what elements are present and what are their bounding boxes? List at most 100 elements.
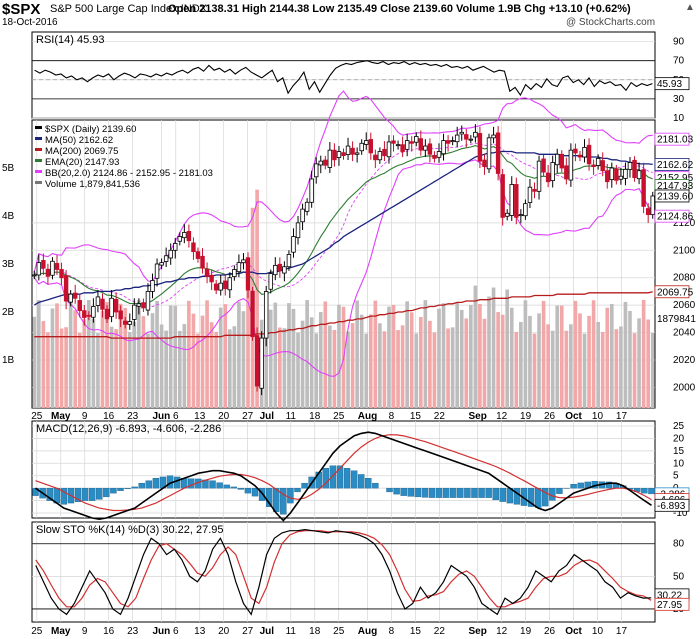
candle-body: [336, 151, 342, 158]
rsi-tick-label: 70: [673, 56, 685, 67]
x-tick-label-bottom: 19: [520, 626, 532, 637]
x-tick-label: 8: [389, 411, 395, 422]
candle-body: [623, 168, 628, 179]
index-name: S&P 500 Large Cap Index INDX: [50, 3, 207, 15]
x-tick-label: Jul: [260, 411, 275, 422]
macd-histogram-bar: [230, 486, 237, 489]
volume-bar: [641, 300, 646, 408]
macd-histogram-bar: [357, 474, 365, 489]
x-tick-label-bottom: 9: [82, 626, 88, 637]
candle-body: [100, 298, 105, 310]
candle-body: [345, 145, 351, 155]
volume-bar: [246, 275, 250, 408]
volume-bar: [423, 300, 428, 408]
candle-body: [500, 174, 505, 218]
volume-bar: [528, 315, 532, 408]
price-tag: 2147.93: [657, 181, 694, 192]
macd-histogram-bar: [570, 483, 577, 489]
candle-body: [482, 159, 487, 168]
x-tick-label-bottom: 11: [286, 626, 297, 637]
watermark: @ StockCharts.com: [566, 17, 656, 28]
scroll-up-icon[interactable]: ▲: [685, 2, 695, 13]
volume-bar: [596, 321, 600, 408]
macd-histogram-bar: [294, 487, 301, 493]
candle-body: [118, 310, 123, 320]
volume-bar: [368, 314, 373, 408]
macd-histogram-bar: [209, 480, 216, 489]
volume-bar: [582, 333, 587, 408]
candle-body: [168, 249, 173, 259]
candle-body: [586, 144, 592, 165]
price-tick-label: 2060: [673, 300, 696, 311]
candle-body: [286, 253, 292, 268]
volume-bar: [68, 302, 73, 408]
candle-body: [54, 263, 60, 270]
candle-body: [618, 175, 624, 180]
volume-bar: [332, 329, 337, 408]
rsi-last-tag: 45.93: [657, 79, 682, 90]
volume-bar: [232, 326, 237, 408]
legend-swatch: [35, 159, 42, 162]
exchange-text: INDX: [180, 3, 207, 15]
macd-histogram-bar: [350, 470, 358, 489]
volume-bar: [614, 329, 619, 408]
candle-body: [550, 162, 555, 182]
candle-body: [354, 152, 360, 155]
x-tick-label: 10: [592, 411, 604, 422]
macd-histogram-bar: [110, 487, 117, 494]
macd-histogram-bar: [74, 487, 82, 503]
candle-body: [473, 131, 478, 138]
candle-body: [132, 304, 137, 320]
macd-histogram-bar: [648, 487, 655, 495]
macd-histogram-bar: [400, 487, 407, 496]
sto-tag: 30.22: [657, 590, 682, 601]
macd-histogram-bar: [372, 482, 379, 489]
volume-bar: [323, 301, 328, 408]
candle-body: [509, 184, 514, 216]
volume-tick-label: 4B: [2, 211, 15, 222]
x-tick-label-bottom: 15: [410, 626, 422, 637]
volume-bar: [218, 307, 223, 408]
x-tick-label: Jun: [153, 411, 171, 422]
legend-swatch: [35, 148, 42, 151]
x-tick-label-bottom: 25: [333, 626, 345, 637]
volume-bar: [609, 303, 614, 408]
macd-histogram-bar: [393, 487, 400, 495]
candle-body: [313, 163, 319, 178]
volume-bar: [64, 327, 68, 408]
volume-bar: [264, 332, 269, 408]
x-tick-label: 18: [309, 411, 321, 422]
candle-body: [377, 151, 383, 161]
candle-body: [641, 169, 646, 207]
macd-tick-label: -10: [673, 508, 688, 519]
candle-body: [573, 148, 578, 154]
macd-histogram-bar: [549, 487, 556, 501]
macd-histogram-bar: [442, 487, 450, 498]
volume-bar: [455, 302, 460, 408]
candle-body: [423, 145, 428, 151]
candle-body: [123, 320, 128, 325]
candle-body: [45, 268, 51, 277]
price-tag-box: [654, 158, 690, 171]
volume-bar: [473, 285, 478, 408]
macd-histogram-bar: [414, 487, 422, 498]
volume-bar: [159, 324, 164, 408]
volume-tick-label: 1B: [2, 355, 15, 366]
macd-histogram-bar: [365, 478, 372, 489]
volume-bar: [150, 313, 155, 408]
macd-tag: -6.893: [657, 501, 686, 512]
candle-body: [77, 300, 82, 312]
volume-bar: [382, 331, 387, 408]
x-tick-label-bottom: 16: [103, 626, 115, 637]
sto-panel: [31, 521, 656, 623]
candle-body: [568, 149, 574, 181]
candle-body: [245, 257, 251, 291]
macd-histogram-bar: [103, 487, 110, 498]
candle-body: [191, 242, 196, 253]
candle-body: [627, 162, 633, 170]
rsi-title: RSI(14) 45.93: [36, 34, 104, 46]
volume-bar: [137, 300, 141, 408]
macd-histogram-bar: [527, 487, 535, 507]
candle-body: [223, 280, 228, 290]
macd-histogram-bar: [556, 487, 563, 494]
